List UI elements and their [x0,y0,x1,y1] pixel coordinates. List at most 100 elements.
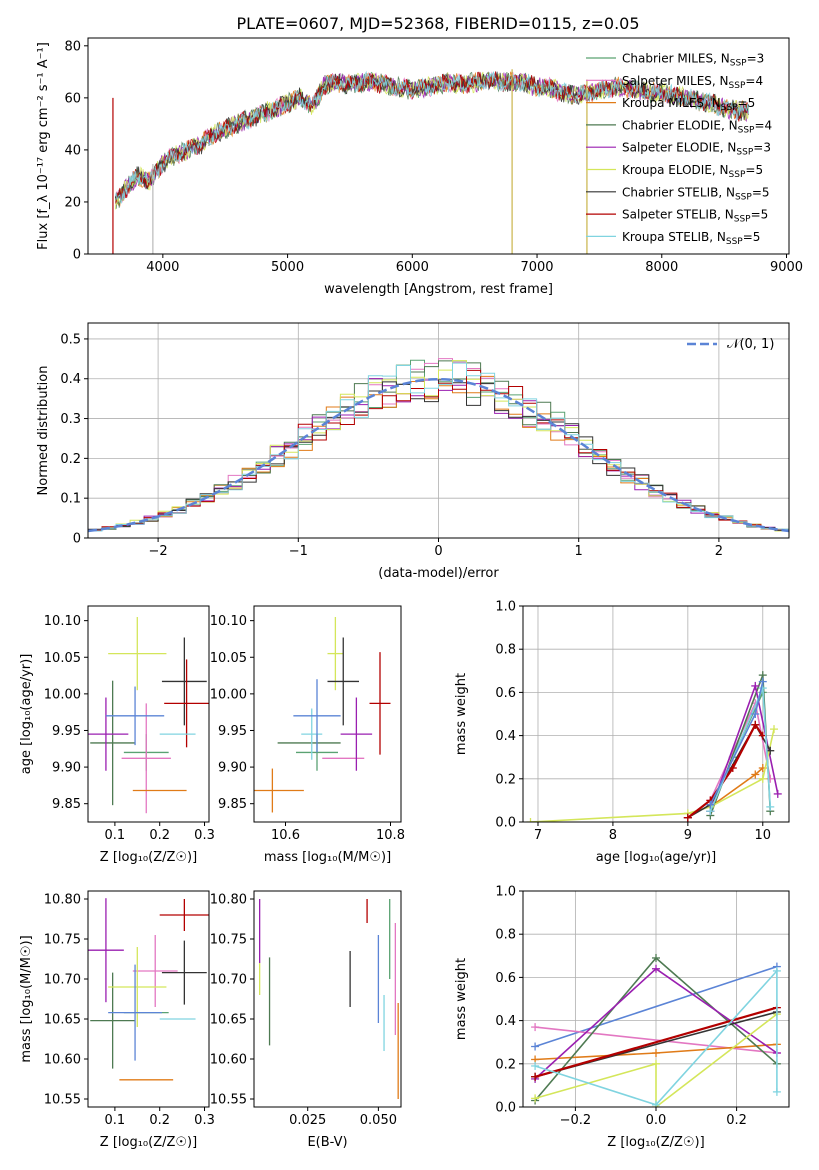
legend-label: Kroupa MILES, NSSP=5 [622,96,755,113]
legend-label: Salpeter ELODIE, NSSP=3 [622,141,771,158]
legend-nssp: =3 [747,52,765,66]
y-tick-label: 9.90 [52,761,81,776]
plot-area [531,953,781,1107]
x-tick-label: 5000 [271,260,304,275]
x-tick-label: 2 [715,544,723,559]
y-tick-label: 10.70 [44,973,81,988]
axes-frame [253,890,402,1108]
y-tick-label: 0.3 [60,412,81,427]
panel-mass-vs-z: 0.1 0.2 0.3 10.55 10.60 10.65 10.70 10.75 10.80 Z… [19,890,215,1150]
legend-label: Salpeter STELIB, NSSP=5 [622,208,768,225]
panel-mass-weight-vs-z: −0.2 0.0 0.2 0.0 0.2 0.4 0.6 0.8 1.0 Z [log₁₀(Z/Z… [454,885,790,1150]
axes-frame [87,37,790,255]
x-tick-label: 0.3 [194,1113,215,1128]
x-tick-label: 9000 [770,260,803,275]
x-tick-label: 10.6 [271,828,300,843]
legend-nssp: =5 [743,230,761,244]
x-tick-label: 0 [434,544,442,559]
y-tick-label: 0.4 [495,1014,516,1029]
mass-weight-line [534,968,778,1106]
x-tick-label: 7000 [520,260,553,275]
x-tick-label: 0.050 [360,1113,397,1128]
y-tick-label: 10.55 [210,1093,247,1108]
y-tick-label: 10.10 [210,614,247,629]
plot-area [526,671,782,822]
y-tick-label: 0.4 [495,729,516,744]
legend-subscript: SSP [735,192,752,202]
y-tick-label: 0.4 [60,372,81,387]
y-tick-label: 20 [64,195,81,210]
y-tick-label: 10.70 [210,973,247,988]
y-tick-label: 40 [64,143,81,158]
legend-subscript: SSP [734,215,751,225]
panel-age-vs-z: 0.1 0.2 0.3 9.85 9.90 9.95 10.00 10.05 10.10 Z [l… [19,605,215,865]
spectrum-line [115,70,749,204]
legend-label: Chabrier STELIB, NSSP=5 [622,185,770,202]
legend-nssp: =5 [745,163,763,177]
mass-weight-line [534,965,778,1048]
x-tick-label: 0.2 [726,1113,747,1128]
panel-mass-vs-ebv: 0.025 0.050 10.55 10.60 10.65 10.70 10.75 10.80… [210,890,402,1150]
axes-overlay: 0.1 0.2 0.3 10.55 10.60 10.65 10.70 10.75 10.80 Z… [19,890,215,1150]
y-tick-label: 10.80 [210,893,247,908]
x-tick-label: 0.1 [105,1113,126,1128]
y-tick-label: 1.0 [495,885,516,900]
legend-subscript: SSP [729,170,746,180]
gaussian-curve [88,377,789,533]
plot-area [88,358,789,533]
y-axis-label: Normed distribution [36,366,51,496]
panel-mass-weight-vs-age: 7 8 9 10 0.0 0.2 0.4 0.6 0.8 1.0 age [log₁₀(age/yr… [454,600,790,865]
y-tick-label: 0.0 [495,1101,516,1116]
x-axis-label: mass [log₁₀(M/M☉)] [264,850,391,865]
x-tick-label: −2 [149,544,168,559]
x-axis-label: E(B-V) [307,1135,347,1150]
legend-label: Kroupa STELIB, NSSP=5 [622,230,760,247]
axes-frame [522,605,790,823]
x-tick-label: 0.3 [194,828,215,843]
y-tick-label: 10.00 [44,687,81,702]
x-tick-label: 10.8 [376,828,405,843]
axes-overlay: 0.1 0.2 0.3 9.85 9.90 9.95 10.00 10.05 10.10 Z [l… [19,605,215,865]
histogram-step [88,362,789,532]
axes-overlay: −2 −1 0 1 2 0 0.1 0.2 0.3 0.4 0.5 (data-model)/erro… [36,322,790,581]
y-tick-label: 0.1 [60,492,81,507]
axes-overlay: 4000 5000 6000 7000 8000 9000 0 20 40 60 80 wavelen… [36,37,803,297]
x-tick-label: 10 [755,828,772,843]
x-tick-label: 0.1 [105,828,126,843]
legend-label: 𝒩(0, 1) [727,337,774,352]
plot-area [112,69,749,254]
y-tick-label: 80 [64,39,81,54]
y-tick-label: 10.75 [210,933,247,948]
plot-area [254,616,391,813]
x-tick-label: 8000 [645,260,678,275]
axes-overlay: −0.2 0.0 0.2 0.0 0.2 0.4 0.6 0.8 1.0 Z [log₁₀(Z/Z… [454,885,790,1150]
x-tick-label: 7 [534,828,542,843]
y-tick-label: 0 [73,532,81,547]
y-tick-label: 1.0 [495,600,516,615]
legend-nssp: =4 [754,118,772,132]
y-axis-label: mass [log₁₀(M/M☉)] [19,935,34,1062]
x-tick-label: 8 [609,828,617,843]
y-tick-label: 0.2 [495,1057,516,1072]
legend-subscript: SSP [721,103,738,113]
y-axis-label: mass weight [454,673,469,755]
histogram-step [88,369,789,531]
x-axis-label: (data-model)/error [378,566,499,581]
y-tick-label: 10.65 [210,1013,247,1028]
panel-residuals: −2 −1 0 1 2 0 0.1 0.2 0.3 0.4 0.5 (data-model)/erro… [36,322,790,581]
plot-area [88,898,209,1081]
legend-label: Chabrier MILES, NSSP=3 [622,52,764,69]
x-axis-label: wavelength [Angstrom, rest frame] [324,282,553,297]
y-axis-label: Flux [f_λ 10⁻¹⁷ erg cm⁻² s⁻¹ A⁻¹] [36,42,51,250]
plot-area [88,616,209,814]
x-tick-label: 0.0 [646,1113,667,1128]
y-tick-label: 0 [73,248,81,263]
x-tick-label: 6000 [396,260,429,275]
y-tick-label: 10.65 [44,1013,81,1028]
x-tick-label: −1 [289,544,308,559]
legend-subscript: SSP [726,237,743,247]
legend-subscript: SSP [730,59,747,69]
x-axis-label: Z [log₁₀(Z/Z☉)] [100,850,197,865]
y-tick-label: 0.0 [495,816,516,831]
legend-nssp: =3 [753,141,771,155]
